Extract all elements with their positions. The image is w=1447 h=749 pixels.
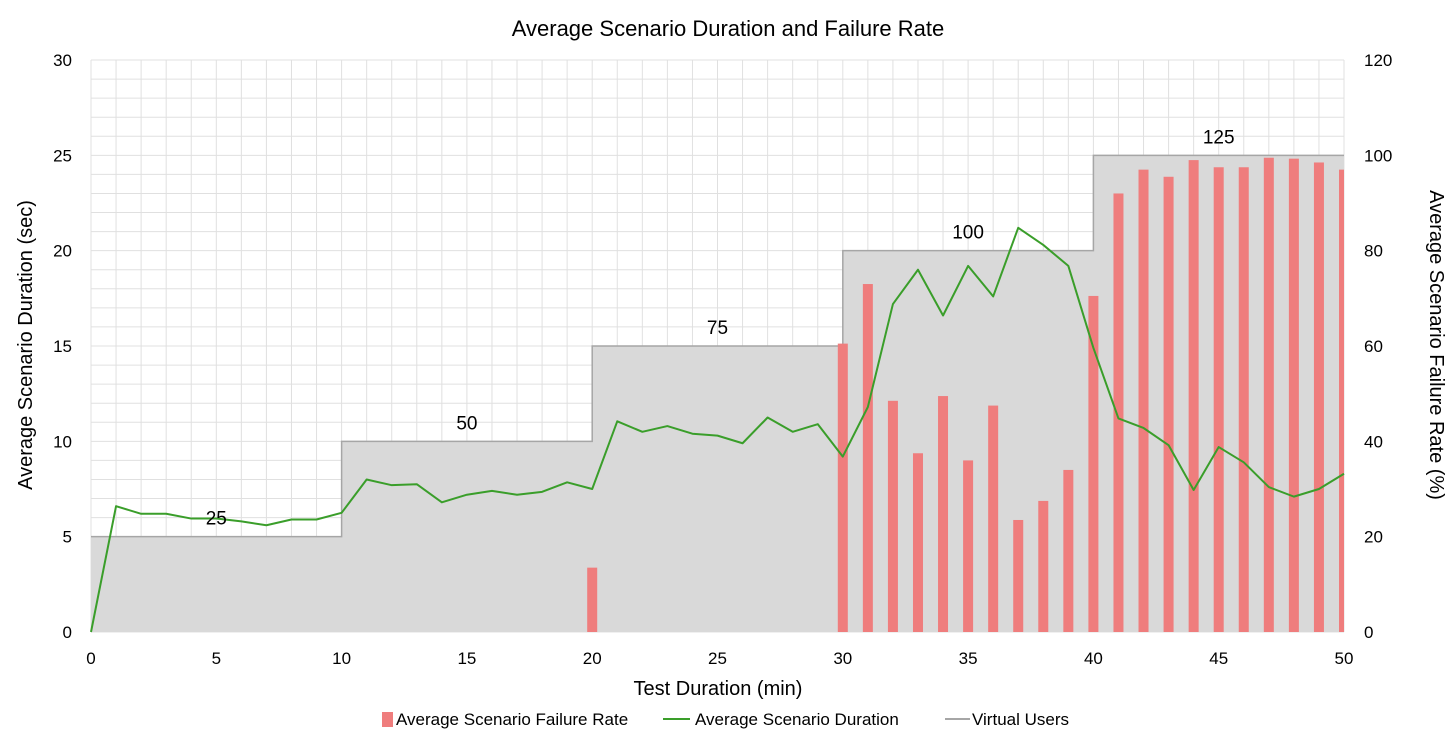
failure-rate-bar <box>862 284 873 632</box>
failure-rate-bar <box>887 400 898 632</box>
failure-rate-bar <box>1188 160 1199 632</box>
failure-rate-bar <box>1263 157 1274 632</box>
failure-rate-bar <box>963 460 974 632</box>
legend: Average Scenario Failure Rate Average Sce… <box>382 710 1069 729</box>
y-axis-title: Average Scenario Duration (sec) <box>15 200 37 490</box>
failure-rate-bar <box>1013 519 1024 632</box>
x-tick-label: 5 <box>212 649 221 668</box>
failure-rate-bar <box>837 343 848 632</box>
failure-rate-bar <box>1238 167 1249 632</box>
y-tick-label: 25 <box>53 146 72 165</box>
failure-rate-bar <box>1163 176 1174 633</box>
x-tick-label: 45 <box>1209 649 1228 668</box>
x-tick-label: 40 <box>1084 649 1103 668</box>
y-tick-label: 15 <box>53 337 72 356</box>
chart-title: Average Scenario Duration and Failure Ra… <box>512 16 945 41</box>
y-tick-label: 5 <box>63 528 72 547</box>
y2-tick-label: 20 <box>1364 528 1383 547</box>
x-tick-label: 30 <box>833 649 852 668</box>
y2-tick-label: 100 <box>1364 146 1392 165</box>
failure-rate-bar <box>1213 167 1224 632</box>
failure-rate-bar <box>1088 295 1099 632</box>
virtual-users-label: 25 <box>206 509 227 530</box>
legend-label-failure-rate: Average Scenario Failure Rate <box>396 710 628 729</box>
failure-rate-bar <box>1038 500 1049 632</box>
virtual-users-label: 75 <box>707 318 728 339</box>
failure-rate-bar <box>1339 169 1344 632</box>
y2-axis-title: Average Scenario Failure Rate (%) <box>1425 190 1447 500</box>
x-tick-label: 15 <box>457 649 476 668</box>
x-tick-label: 0 <box>86 649 95 668</box>
failure-rate-bar <box>1138 169 1149 632</box>
legend-swatch-failure-rate <box>382 712 393 727</box>
virtual-users-label: 100 <box>952 223 984 244</box>
x-tick-label: 25 <box>708 649 727 668</box>
virtual-users-outline <box>91 154 1344 538</box>
legend-label-virtual-users: Virtual Users <box>972 710 1069 729</box>
y-tick-label: 10 <box>53 432 72 451</box>
virtual-users-labels: 25 50 75 100 125 <box>206 127 1235 529</box>
y2-tick-label: 80 <box>1364 242 1383 261</box>
virtual-users-label: 50 <box>456 413 477 434</box>
failure-rate-bar <box>988 405 999 632</box>
y2-tick-label: 60 <box>1364 337 1383 356</box>
y2-tick-label: 120 <box>1364 51 1392 70</box>
y-tick-label: 20 <box>53 242 72 261</box>
x-tick-label: 35 <box>959 649 978 668</box>
failure-rate-bars <box>587 157 1344 633</box>
virtual-users-label: 125 <box>1203 127 1235 148</box>
duration-series-line <box>90 226 1345 633</box>
failure-rate-bar <box>1288 158 1299 633</box>
y-tick-label: 30 <box>53 51 72 70</box>
failure-rate-bar <box>1313 162 1324 632</box>
y2-tick-label: 0 <box>1364 623 1373 642</box>
virtual-users-area <box>91 154 1344 633</box>
failure-rate-bar <box>938 396 949 632</box>
failure-rate-bar <box>1113 193 1124 632</box>
failure-rate-bar <box>912 453 923 632</box>
x-tick-label: 50 <box>1335 649 1354 668</box>
y2-tick-label: 40 <box>1364 432 1383 451</box>
duration-line <box>90 226 1345 633</box>
x-axis-title: Test Duration (min) <box>634 678 803 700</box>
virtual-users-fill <box>91 155 1344 633</box>
x-tick-label: 10 <box>332 649 351 668</box>
failure-rate-bar <box>1063 469 1074 632</box>
axes: 0 5 10 15 20 25 30 35 40 45 50 0 5 10 15 20 25 30 0 20 40 60 8… <box>53 51 1392 668</box>
failure-rate-bar <box>587 567 598 632</box>
y-tick-label: 0 <box>63 623 72 642</box>
legend-label-duration: Average Scenario Duration <box>695 710 899 729</box>
x-tick-label: 20 <box>583 649 602 668</box>
